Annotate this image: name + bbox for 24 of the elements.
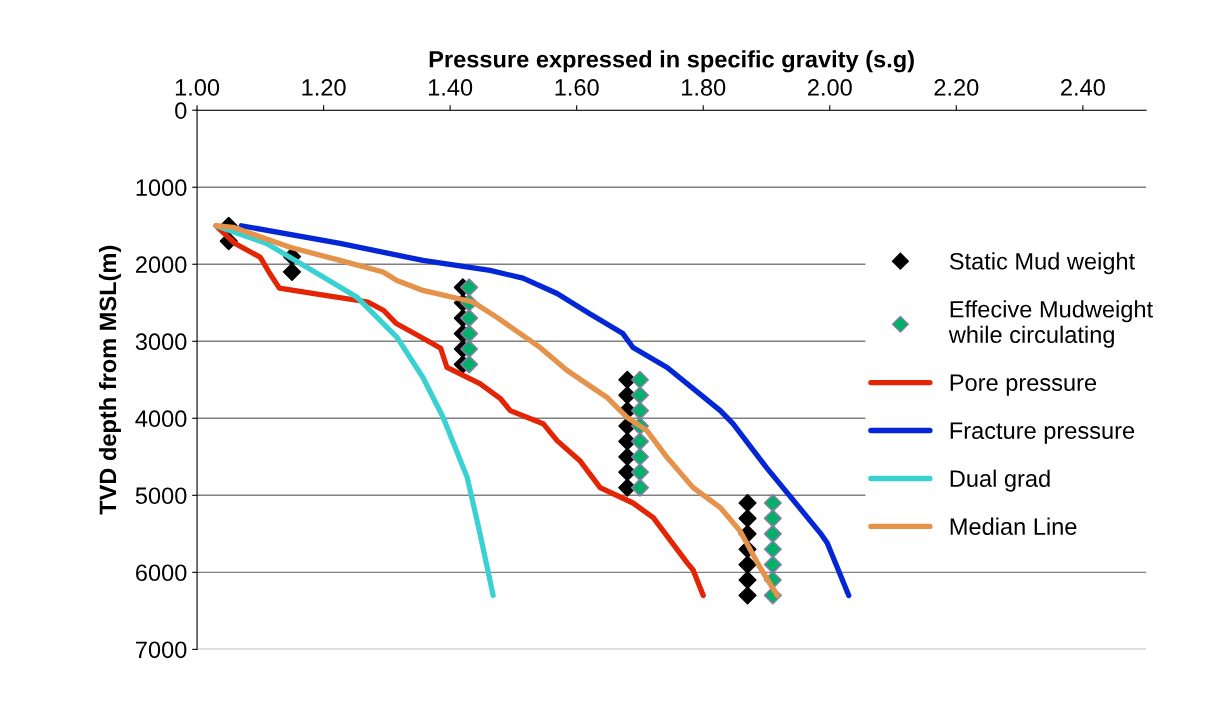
x-tick-label: 1.40 [428, 79, 473, 96]
x-tick-label: 1.80 [682, 79, 726, 96]
legend-label: Static Mud weight [949, 252, 1135, 275]
x-tick-label: 1.20 [302, 79, 346, 96]
x-tick-label: 2.40 [1061, 79, 1105, 96]
y-tick-label: 5000 [135, 487, 187, 505]
legend-label: Dual grad [950, 469, 1050, 492]
legend-label: Pore pressure [950, 374, 1097, 396]
x-axis-title: Pressure expressed in specific gravity (s.g) [429, 50, 914, 73]
y-tick-label: 0 [175, 102, 187, 119]
x-tick-label: 2.00 [807, 79, 852, 96]
legend-label: Fracture pressure [950, 422, 1135, 444]
x-tick-label: 1.00 [175, 79, 220, 96]
y-tick-label: 6000 [136, 564, 187, 582]
y-axis-title: TVD depth from MSL(m) [98, 245, 121, 515]
y-tick-label: 2000 [136, 256, 187, 274]
y-tick-label: 3000 [135, 333, 187, 351]
x-tick-label: 2.20 [934, 79, 979, 96]
legend-label: Median Line [950, 517, 1077, 535]
x-tick-label: 1.60 [555, 79, 599, 96]
y-tick-label: 7000 [136, 641, 187, 659]
y-tick-label: 4000 [135, 410, 187, 428]
y-tick-label: 1000 [136, 179, 187, 197]
legend-label: Effecive Mudweight while circulating [948, 300, 1153, 348]
